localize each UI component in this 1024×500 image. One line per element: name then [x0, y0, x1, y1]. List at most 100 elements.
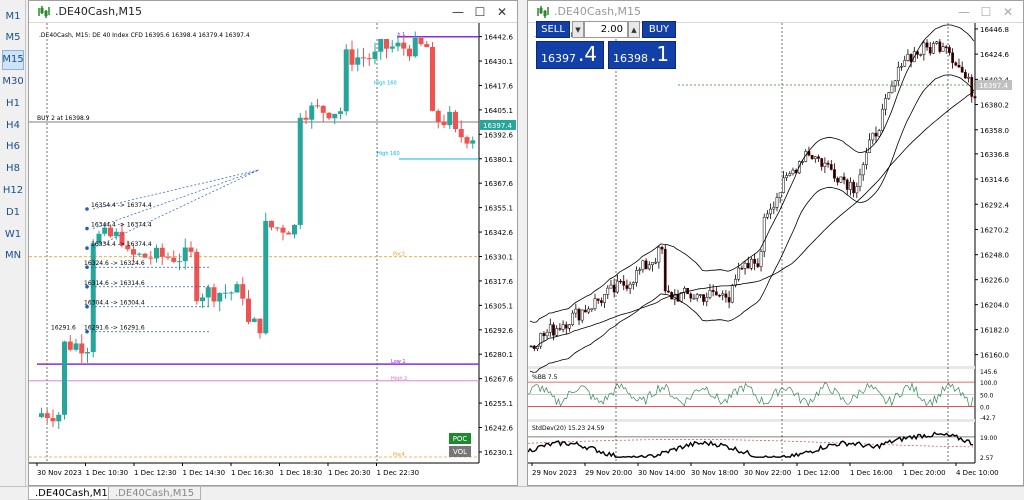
price-tick-label: 16330.1 [484, 253, 513, 261]
timeframe-m15[interactable]: M15 [2, 49, 24, 70]
candle-body [418, 37, 424, 45]
price-chart-with-indicators[interactable]: 16446.816424.616402.416380.216358.016336… [528, 23, 1023, 485]
close-icon[interactable]: ✕ [496, 5, 508, 19]
price-tick-label: 16430.1 [484, 58, 513, 66]
candle-body [711, 290, 715, 292]
price-tick-label: 16305.1 [484, 302, 513, 310]
candle-body [384, 37, 389, 49]
price-tick-label: 16380.2 [980, 102, 1009, 110]
candle-body [593, 298, 597, 309]
chart-window-right[interactable]: .DE40Cash,M15 — ☐ ✕ 16446.816424.616402.… [527, 0, 1024, 486]
target-label: High 160 [374, 81, 397, 87]
candle-body [545, 331, 549, 337]
candle-body [343, 49, 349, 112]
candle-body [641, 260, 645, 270]
chart-tab-2[interactable]: .DE40Cash,M15 [108, 487, 202, 500]
chart-window-left[interactable]: .DE40Cash,M15 — ☐ ✕ 16442.6 16430.1 16417.… [28, 0, 518, 486]
candle-body [906, 54, 910, 61]
candle-body [609, 284, 613, 289]
ladder-line [92, 169, 260, 229]
candle-body [625, 285, 629, 289]
price-tick-label: 16417.6 [484, 82, 513, 90]
sell-button[interactable]: SELL [536, 21, 570, 38]
candle-body [361, 57, 366, 59]
timeframe-w1[interactable]: W1 [4, 228, 22, 240]
candle-body [558, 328, 562, 330]
sell-price[interactable]: 16397 .4 [536, 41, 604, 69]
candle-body [663, 248, 667, 292]
candle-body [893, 80, 897, 87]
candle-body [861, 164, 865, 176]
close-icon[interactable]: ✕ [1002, 5, 1014, 19]
candle-body [647, 264, 651, 270]
price-chart[interactable]: 16442.6 16430.1 16417.6 16405.1 16392.6 16380… [29, 23, 517, 485]
buy-price-main: 16398 [613, 52, 648, 65]
timeframe-m1[interactable]: M1 [5, 10, 21, 22]
candle-body [823, 162, 827, 167]
candle-body [651, 262, 654, 266]
vol-button[interactable]: VOL [449, 446, 471, 457]
candle-body [954, 62, 958, 66]
timeframe-h12[interactable]: H12 [2, 184, 24, 196]
candle-body [269, 220, 274, 228]
volume-up-arrow[interactable]: ▲ [628, 21, 640, 38]
candle-body [778, 192, 782, 198]
candle-body [769, 208, 773, 215]
volume-down-arrow[interactable]: ▼ [572, 21, 584, 38]
window-titlebar[interactable]: .DE40Cash,M15 — ☐ ✕ [29, 1, 517, 23]
timeframe-m30[interactable]: M30 [2, 75, 24, 87]
time-tick-label: 1 Dec 18:30 [280, 469, 323, 477]
candle-body [884, 98, 887, 110]
candle-body [96, 233, 102, 244]
candle-body [785, 175, 788, 179]
candle-body [194, 251, 200, 302]
poc-button[interactable]: POC [449, 433, 471, 444]
time-tick-label: 1 Dec 20:30 [328, 469, 371, 477]
minimize-icon[interactable]: — [452, 5, 464, 19]
sell-price-pips: .4 [578, 42, 598, 66]
maximize-icon[interactable]: ☐ [474, 5, 486, 19]
timeframe-h6[interactable]: H6 [6, 141, 20, 153]
candle-body [154, 247, 159, 259]
time-tick-label: 30 Nov 22:00 [744, 469, 791, 477]
price-tick-label: 16230.1 [484, 449, 513, 457]
price-tick-label: 16446.8 [980, 26, 1009, 34]
price-tick-label: 16358.0 [980, 127, 1009, 135]
ladder-dot [85, 304, 89, 309]
maximize-icon[interactable]: ☐ [980, 5, 992, 19]
timeframe-d1[interactable]: D1 [5, 206, 21, 218]
stop-label: High 160 [377, 151, 400, 157]
timeframe-h1[interactable]: H1 [6, 97, 20, 109]
window-titlebar[interactable]: .DE40Cash,M15 — ☐ ✕ [528, 1, 1023, 23]
candle-body [865, 152, 868, 165]
candle-body [836, 178, 840, 183]
candle-body [56, 414, 62, 422]
time-tick-label: 4 Dec 10:00 [956, 469, 999, 477]
timeframe-h4[interactable]: H4 [6, 119, 20, 131]
price-tick-label: 16367.6 [484, 180, 513, 188]
candle-body [79, 343, 85, 354]
ladder-label: 16334.4 -> 16374.4 [91, 241, 152, 248]
buy-button[interactable]: BUY [642, 21, 676, 38]
candle-body [762, 217, 766, 252]
ladder-dot [85, 246, 89, 250]
candle-body [564, 324, 568, 329]
candle-body [211, 287, 217, 302]
minimize-icon[interactable]: — [958, 5, 970, 19]
candle-body [813, 156, 817, 160]
timeframe-h8[interactable]: H8 [6, 163, 20, 175]
timeframe-m5[interactable]: M5 [5, 32, 21, 44]
candle-body [584, 309, 587, 313]
candle-body [877, 130, 881, 137]
timeframe-mn[interactable]: MN [4, 250, 22, 262]
candle-body [401, 42, 407, 49]
candle-body [874, 132, 878, 137]
candle-body [297, 117, 303, 225]
candle-body [590, 308, 594, 310]
candle-body [39, 413, 44, 417]
buy-price[interactable]: 16398 .1 [608, 41, 676, 69]
bb-tick-label: 0.0 [980, 405, 990, 412]
candle-body [868, 139, 871, 153]
chart-symbol-icon [38, 5, 50, 18]
volume-input[interactable]: 2.00 [584, 21, 628, 38]
